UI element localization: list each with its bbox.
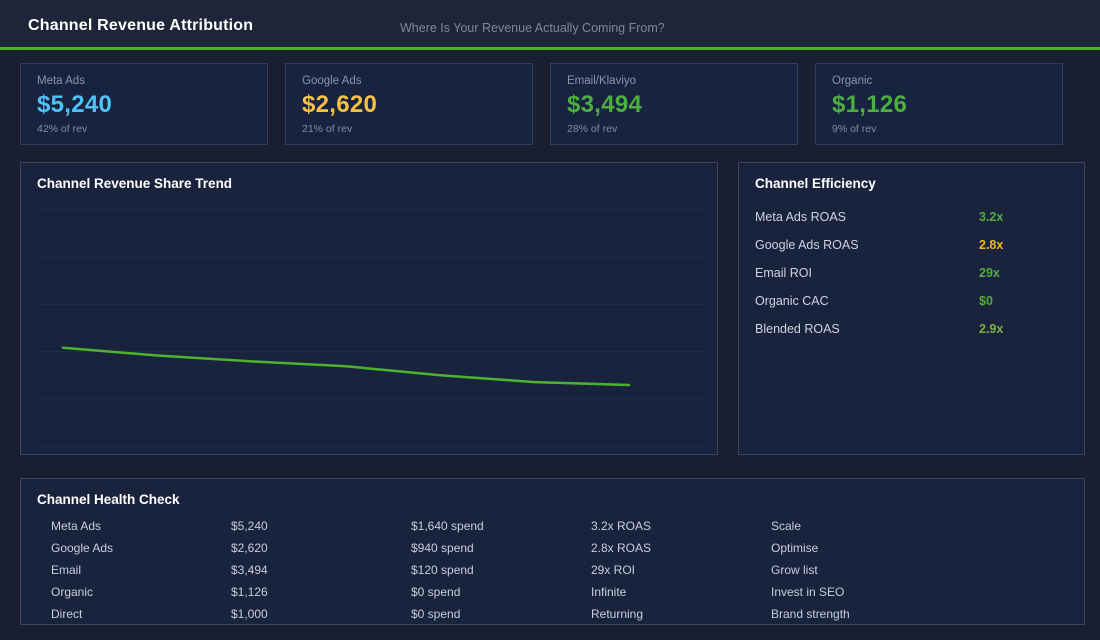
channel-health-check-panel: Channel Health Check Meta Ads $5,240 $1,… xyxy=(20,478,1085,625)
efficiency-row: Google Ads ROAS 2.8x xyxy=(755,231,1070,259)
efficiency-metric-label: Google Ads ROAS xyxy=(755,238,859,252)
efficiency-title: Channel Efficiency xyxy=(755,176,876,191)
kpi-subtext: 28% of rev xyxy=(567,123,618,135)
cell-revenue: $1,000 xyxy=(231,607,268,621)
efficiency-row: Email ROI 29x xyxy=(755,259,1070,287)
efficiency-metric-value: $0 xyxy=(979,294,993,308)
efficiency-metric-label: Meta Ads ROAS xyxy=(755,210,847,224)
kpi-label: Meta Ads xyxy=(37,75,85,87)
revenue-share-line xyxy=(61,346,631,387)
cell-channel: Direct xyxy=(51,607,83,621)
cell-efficiency: 29x ROI xyxy=(591,563,636,577)
efficiency-row: Meta Ads ROAS 3.2x xyxy=(755,203,1070,231)
cell-action: Optimise xyxy=(771,541,819,555)
kpi-label: Email/Klaviyo xyxy=(567,75,637,87)
cell-efficiency: Returning xyxy=(591,607,644,621)
cell-action: Grow list xyxy=(771,563,818,577)
kpi-value: $2,620 xyxy=(302,91,378,118)
cell-revenue: $3,494 xyxy=(231,563,268,577)
cell-efficiency: Infinite xyxy=(591,585,627,599)
cell-channel: Organic xyxy=(51,585,94,599)
cell-channel: Email xyxy=(51,563,82,577)
cell-revenue: $2,620 xyxy=(231,541,268,555)
kpi-value: $3,494 xyxy=(567,91,643,118)
kpi-label: Organic xyxy=(832,75,873,87)
cell-action: Invest in SEO xyxy=(771,585,845,599)
kpi-value: $5,240 xyxy=(37,91,113,118)
cell-action: Scale xyxy=(771,519,802,533)
kpi-label: Google Ads xyxy=(302,75,362,87)
kpi-subtext: 42% of rev xyxy=(37,123,88,135)
cell-revenue: $5,240 xyxy=(231,519,268,533)
efficiency-metric-value: 29x xyxy=(979,266,1000,280)
efficiency-metric-label: Organic CAC xyxy=(755,294,829,308)
page-title: Channel Revenue Attribution xyxy=(28,17,254,34)
cell-channel: Meta Ads xyxy=(51,519,102,533)
efficiency-rows: Meta Ads ROAS 3.2x Google Ads ROAS 2.8x … xyxy=(755,203,1070,343)
kpi-card: Organic $1,126 9% of rev xyxy=(815,63,1063,145)
efficiency-metric-value: 3.2x xyxy=(979,210,1004,224)
health-check-table: Meta Ads $5,240 $1,640 spend 3.2x ROAS S… xyxy=(51,515,1071,625)
cell-action: Brand strength xyxy=(771,607,850,621)
table-row: Google Ads $2,620 $940 spend 2.8x ROAS O… xyxy=(51,537,1071,559)
health-check-title: Channel Health Check xyxy=(37,492,180,507)
cell-revenue: $1,126 xyxy=(231,585,268,599)
channel-efficiency-panel: Channel Efficiency Meta Ads ROAS 3.2x Go… xyxy=(738,162,1085,455)
kpi-value: $1,126 xyxy=(832,91,908,118)
efficiency-metric-label: Blended ROAS xyxy=(755,322,840,336)
table-row: Direct $1,000 $0 spend Returning Brand s… xyxy=(51,603,1071,625)
cell-spend: $120 spend xyxy=(411,563,474,577)
revenue-share-trend-chart xyxy=(37,209,703,447)
chart-title: Channel Revenue Share Trend xyxy=(37,176,233,191)
cell-efficiency: 3.2x ROAS xyxy=(591,519,652,533)
header: Channel Revenue Attribution Where Is You… xyxy=(0,0,1100,50)
table-row: Email $3,494 $120 spend 29x ROI Grow lis… xyxy=(51,559,1071,581)
kpi-card: Google Ads $2,620 21% of rev xyxy=(285,63,533,145)
cell-channel: Google Ads xyxy=(51,541,114,555)
kpi-card: Meta Ads $5,240 42% of rev xyxy=(20,63,268,145)
kpi-card: Email/Klaviyo $3,494 28% of rev xyxy=(550,63,798,145)
table-row: Meta Ads $5,240 $1,640 spend 3.2x ROAS S… xyxy=(51,515,1071,537)
revenue-share-trend-panel: Channel Revenue Share Trend xyxy=(20,162,718,455)
kpi-cards-row: Meta Ads $5,240 42% of rev Google Ads $2… xyxy=(20,63,1063,145)
efficiency-metric-value: 2.9x xyxy=(979,322,1004,336)
efficiency-metric-value: 2.8x xyxy=(979,238,1004,252)
kpi-subtext: 9% of rev xyxy=(832,123,877,135)
kpi-subtext: 21% of rev xyxy=(302,123,353,135)
efficiency-metric-label: Email ROI xyxy=(755,266,812,280)
cell-spend: $940 spend xyxy=(411,541,474,555)
cell-efficiency: 2.8x ROAS xyxy=(591,541,652,555)
cell-spend: $1,640 spend xyxy=(411,519,484,533)
efficiency-row: Organic CAC $0 xyxy=(755,287,1070,315)
cell-spend: $0 spend xyxy=(411,585,461,599)
table-row: Organic $1,126 $0 spend Infinite Invest … xyxy=(51,581,1071,603)
cell-spend: $0 spend xyxy=(411,607,461,621)
page-subtitle: Where Is Your Revenue Actually Coming Fr… xyxy=(400,21,665,35)
efficiency-row: Blended ROAS 2.9x xyxy=(755,315,1070,343)
